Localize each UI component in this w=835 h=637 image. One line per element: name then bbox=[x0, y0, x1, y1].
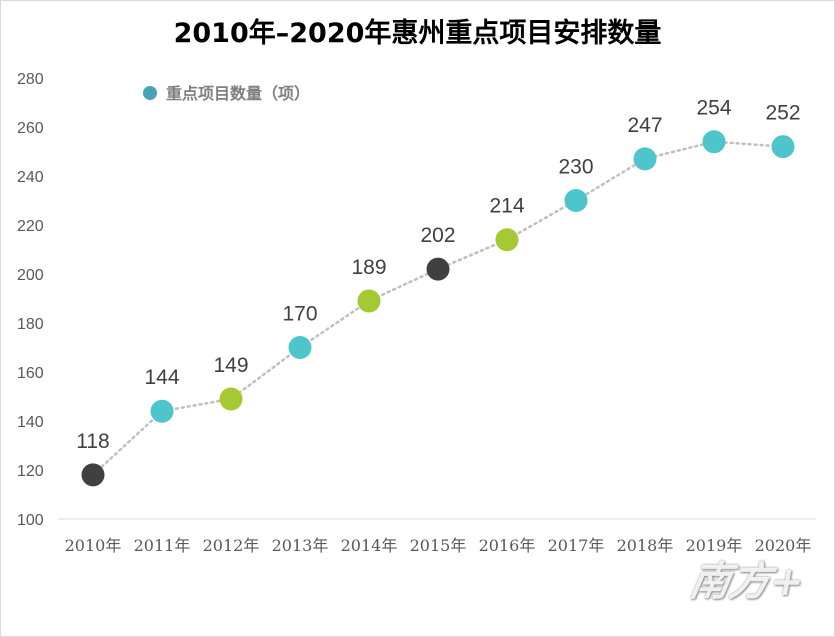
data-label: 247 bbox=[627, 114, 662, 137]
x-tick-label: 2019年 bbox=[686, 536, 743, 555]
data-label: 189 bbox=[351, 256, 386, 279]
data-label: 214 bbox=[489, 195, 524, 218]
x-tick-label: 2015年 bbox=[410, 536, 467, 555]
data-label: 144 bbox=[144, 366, 179, 389]
x-tick-label: 2013年 bbox=[272, 536, 329, 555]
x-tick-label: 2016年 bbox=[479, 536, 536, 555]
y-tick-label: 120 bbox=[17, 463, 44, 480]
x-tick-label: 2018年 bbox=[617, 536, 674, 555]
data-point bbox=[702, 130, 726, 154]
legend-label: 重点项目数量（项） bbox=[166, 84, 310, 103]
data-point bbox=[357, 289, 381, 313]
data-label: 254 bbox=[696, 97, 731, 120]
y-tick-label: 220 bbox=[17, 218, 44, 235]
y-tick-label: 160 bbox=[17, 365, 44, 382]
data-label: 230 bbox=[558, 156, 593, 179]
data-label: 252 bbox=[765, 102, 800, 125]
y-tick-label: 200 bbox=[17, 267, 44, 284]
data-label: 118 bbox=[76, 430, 109, 453]
x-tick-label: 2014年 bbox=[341, 536, 398, 555]
x-tick-label: 2017年 bbox=[548, 536, 605, 555]
y-tick-label: 280 bbox=[17, 71, 44, 88]
y-tick-label: 140 bbox=[17, 414, 44, 431]
y-tick-label: 180 bbox=[17, 316, 44, 333]
chart-title: 2010年–2020年惠州重点项目安排数量 bbox=[173, 18, 662, 49]
data-label: 149 bbox=[213, 354, 248, 377]
data-point bbox=[288, 336, 312, 359]
data-point bbox=[150, 399, 174, 423]
y-tick-label: 260 bbox=[17, 120, 44, 137]
data-point bbox=[495, 228, 519, 252]
data-label: 202 bbox=[420, 224, 455, 247]
data-point bbox=[219, 387, 243, 411]
data-point bbox=[81, 463, 105, 487]
data-point bbox=[771, 135, 795, 159]
y-tick-label: 100 bbox=[17, 512, 44, 529]
legend-marker bbox=[143, 86, 157, 100]
data-point bbox=[633, 147, 657, 171]
data-point bbox=[564, 189, 588, 212]
x-tick-label: 2010年 bbox=[65, 536, 122, 555]
series-line bbox=[91, 140, 785, 477]
data-point bbox=[426, 257, 450, 281]
y-tick-label: 240 bbox=[17, 169, 44, 186]
x-tick-label: 2012年 bbox=[203, 536, 260, 555]
x-tick-label: 2020年 bbox=[755, 536, 812, 555]
data-label: 170 bbox=[282, 303, 317, 326]
x-tick-label: 2011年 bbox=[134, 536, 191, 555]
